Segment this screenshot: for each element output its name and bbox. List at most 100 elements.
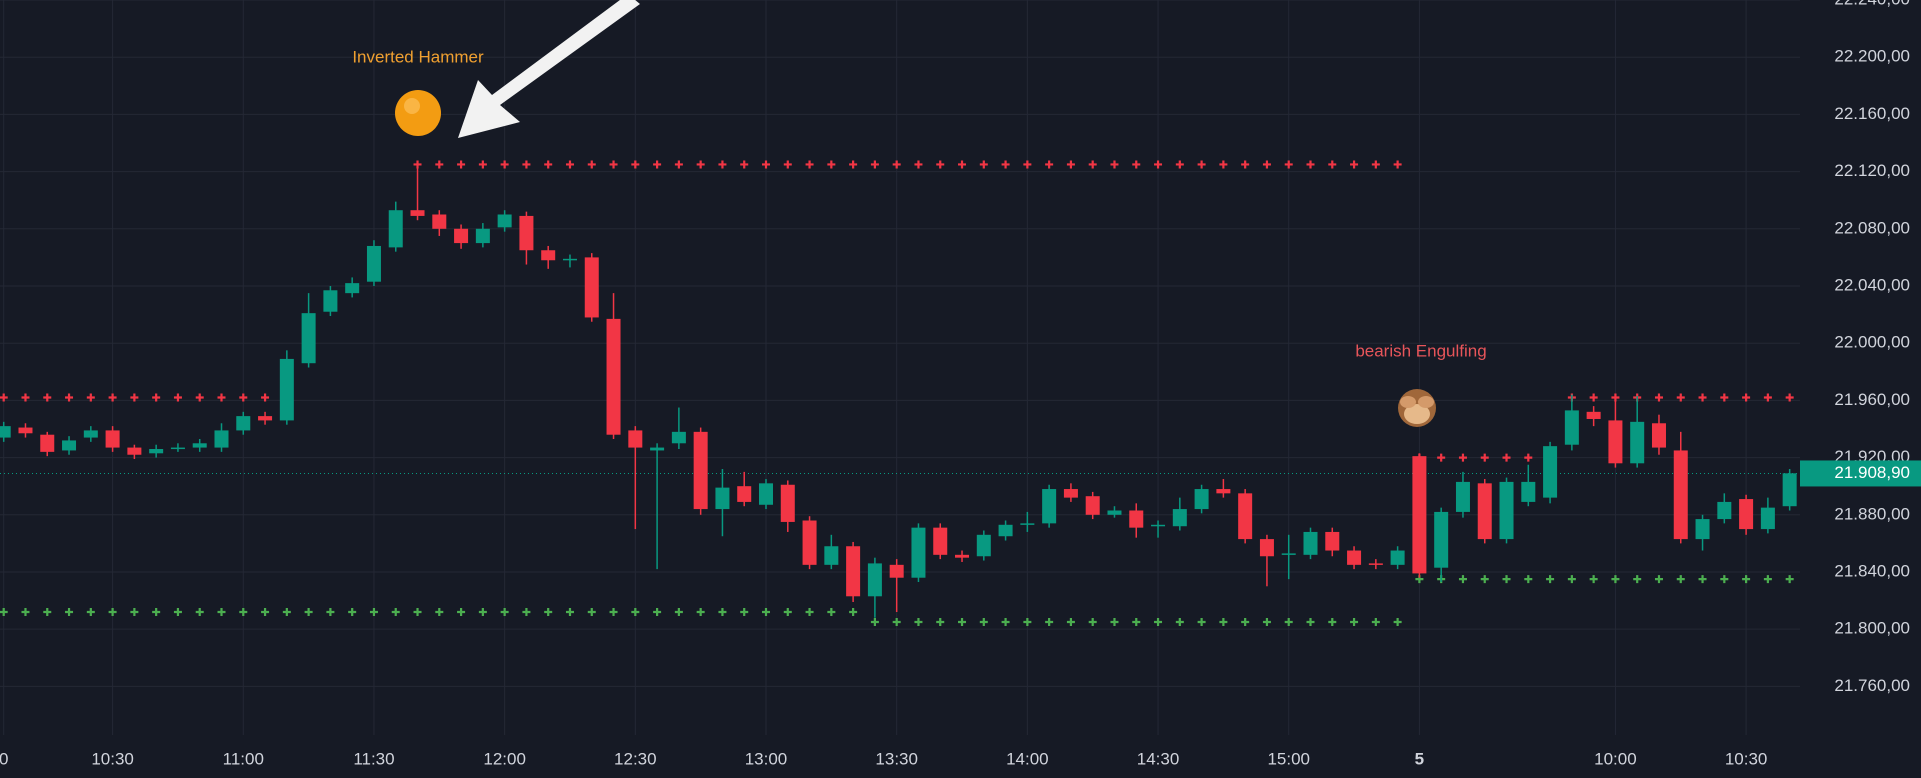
monkey-icon	[1398, 389, 1436, 427]
candle-body	[1042, 489, 1057, 524]
candles	[0, 161, 1797, 618]
candle-body	[1499, 481, 1514, 540]
levels	[0, 160, 1800, 627]
candle-body	[671, 431, 686, 444]
level-markers	[0, 608, 858, 617]
candle-body	[1238, 493, 1253, 540]
y-tick-label: 21.960,00	[1834, 390, 1910, 409]
candle-body	[366, 245, 381, 282]
candle-body	[802, 520, 817, 565]
candle-body	[933, 527, 948, 555]
candle-body	[1564, 410, 1579, 445]
candle-body	[1216, 489, 1231, 494]
candle-body	[170, 447, 185, 450]
x-tick-label: 0	[0, 749, 8, 768]
candle-body	[1303, 531, 1318, 555]
candle-body	[1455, 481, 1470, 512]
candle-body	[1608, 420, 1623, 464]
candle-body	[258, 416, 273, 421]
candle-body	[1172, 509, 1187, 527]
candle-body	[388, 210, 403, 248]
x-tick-label: 13:30	[875, 749, 918, 768]
candle-body	[1151, 524, 1166, 527]
candle-body	[780, 484, 795, 522]
candle-body	[519, 215, 534, 251]
candle-body	[214, 430, 229, 448]
candle-body	[628, 430, 643, 448]
candle-body	[889, 564, 904, 578]
candle-body	[846, 546, 861, 597]
candle-body	[1695, 519, 1710, 540]
candle-body	[1543, 446, 1558, 498]
level-markers	[0, 393, 270, 402]
candle-body	[279, 358, 294, 421]
candle-body	[1107, 510, 1122, 515]
x-tick-label: 11:30	[353, 749, 394, 768]
orange-circle-icon	[395, 90, 441, 136]
candle-body	[867, 563, 882, 597]
annotation: bearish Engulfing	[1355, 341, 1486, 360]
annotation: Inverted Hammer	[352, 47, 484, 66]
candle-body	[192, 443, 207, 448]
y-tick-label: 22.160,00	[1834, 104, 1910, 123]
candle-body	[40, 434, 55, 452]
y-tick-label: 21.760,00	[1834, 676, 1910, 695]
y-tick-label: 22.200,00	[1834, 47, 1910, 66]
candle-body	[454, 228, 469, 244]
x-tick-label: 14:30	[1137, 749, 1180, 768]
candle-body	[1194, 489, 1209, 510]
circle-highlight	[404, 98, 420, 114]
level-markers	[870, 618, 1402, 627]
candle-body	[1063, 489, 1078, 498]
candle-body	[345, 283, 360, 294]
candle-body	[715, 487, 730, 510]
candle-body	[1717, 501, 1732, 520]
y-tick-label: 22.120,00	[1834, 161, 1910, 180]
candle-body	[432, 214, 447, 229]
candle-body	[998, 524, 1013, 537]
candle-body	[1020, 523, 1035, 525]
candle-body	[976, 534, 991, 557]
candle-body	[323, 290, 338, 312]
candle-body	[650, 447, 665, 451]
candle-body	[1586, 411, 1601, 419]
candle-body	[1259, 539, 1274, 557]
y-tick-label: 21.840,00	[1834, 561, 1910, 580]
candle-body	[236, 416, 251, 431]
candle-body	[1085, 496, 1100, 515]
x-tick-label: 10:00	[1594, 749, 1637, 768]
last-price-label: 21.908,90	[1834, 463, 1910, 482]
candle-body	[1281, 553, 1296, 555]
candle-body	[1673, 450, 1688, 540]
candle-body	[1434, 511, 1449, 568]
candle-body	[105, 430, 120, 448]
last-price-box	[1800, 460, 1921, 487]
candle-body	[562, 258, 577, 261]
candle-body	[301, 313, 316, 364]
x-tick-label: 12:00	[483, 749, 526, 768]
candle-body	[1390, 550, 1405, 565]
y-tick-label: 22.000,00	[1834, 333, 1910, 352]
x-tick-label: 11:00	[223, 749, 264, 768]
candle-body	[1651, 423, 1666, 448]
candle-body	[759, 483, 773, 505]
y-tick-label: 22.240,00	[1834, 0, 1910, 8]
x-tick-label: 10:30	[1725, 749, 1768, 768]
candle-body	[1630, 421, 1645, 464]
candle-body	[541, 250, 556, 261]
level-markers	[1415, 575, 1794, 584]
candle-body	[1347, 550, 1362, 565]
candle-body	[1412, 456, 1427, 574]
x-tick-label: 14:00	[1006, 749, 1049, 768]
y-tick-label: 21.880,00	[1834, 504, 1910, 523]
candle-body	[0, 426, 11, 438]
candle-body	[1521, 481, 1536, 502]
x-tick-label: 10:30	[91, 749, 134, 768]
candle-body	[149, 449, 164, 454]
candle-body	[824, 546, 839, 565]
candle-body	[475, 228, 490, 244]
candle-body	[955, 554, 970, 558]
